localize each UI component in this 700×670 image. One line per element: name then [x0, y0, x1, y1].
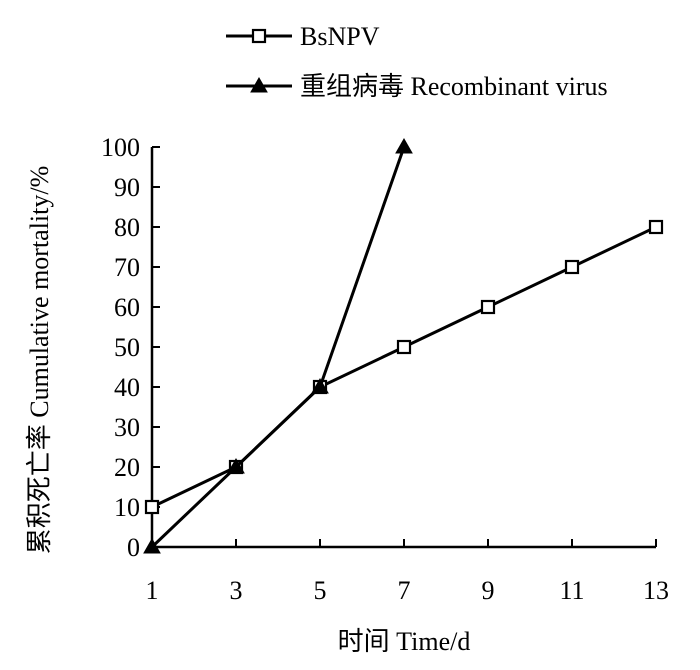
y-tick-label: 10: [114, 493, 140, 522]
marker-square: [648, 219, 664, 235]
y-ticks: 0 10 20 30 40 50 60 70 80 90 100: [101, 133, 160, 562]
x-tick-label: 9: [482, 576, 495, 605]
marker-triangle: [250, 76, 268, 93]
legend-label: 重组病毒 Recombinant virus: [300, 72, 608, 101]
y-tick-label: 80: [114, 213, 140, 242]
marker-square: [144, 499, 160, 515]
y-tick-label: 90: [114, 173, 140, 202]
y-tick-label: 0: [127, 533, 140, 562]
legend-label: BsNPV: [300, 22, 380, 51]
x-tick-label: 13: [643, 576, 669, 605]
legend: BsNPV 重组病毒 Recombinant virus: [226, 22, 608, 101]
marker-triangle: [311, 377, 329, 394]
series-recombinant: [143, 137, 413, 554]
x-tick-label: 3: [230, 576, 243, 605]
marker-square: [251, 28, 267, 44]
x-tick-label: 7: [398, 576, 411, 605]
marker-square: [480, 299, 496, 315]
y-tick-label: 70: [114, 253, 140, 282]
y-tick-label: 30: [114, 413, 140, 442]
x-tick-label: 5: [314, 576, 327, 605]
marker-square: [396, 339, 412, 355]
y-tick-label: 40: [114, 373, 140, 402]
series-line: [151, 225, 657, 509]
x-tick-label: 11: [559, 576, 584, 605]
series-line: [150, 146, 406, 549]
x-ticks: 1 3 5 7 9 11 13: [146, 539, 669, 605]
x-axis-title: 时间 Time/d: [338, 627, 471, 656]
series-layer: [143, 137, 664, 554]
y-axis-title: 累积死亡率 Cumulative mortality/%: [25, 166, 54, 555]
marker-square: [564, 259, 580, 275]
y-tick-label: 60: [114, 293, 140, 322]
series-bsnpv: [144, 219, 664, 515]
y-tick-label: 50: [114, 333, 140, 362]
marker-triangle: [143, 537, 161, 554]
y-tick-label: 20: [114, 453, 140, 482]
marker-triangle: [227, 457, 245, 474]
y-tick-label: 100: [101, 133, 140, 162]
legend-item: 重组病毒 Recombinant virus: [226, 72, 608, 101]
legend-item: BsNPV: [226, 22, 380, 51]
marker-triangle: [395, 137, 413, 154]
x-tick-label: 1: [146, 576, 159, 605]
